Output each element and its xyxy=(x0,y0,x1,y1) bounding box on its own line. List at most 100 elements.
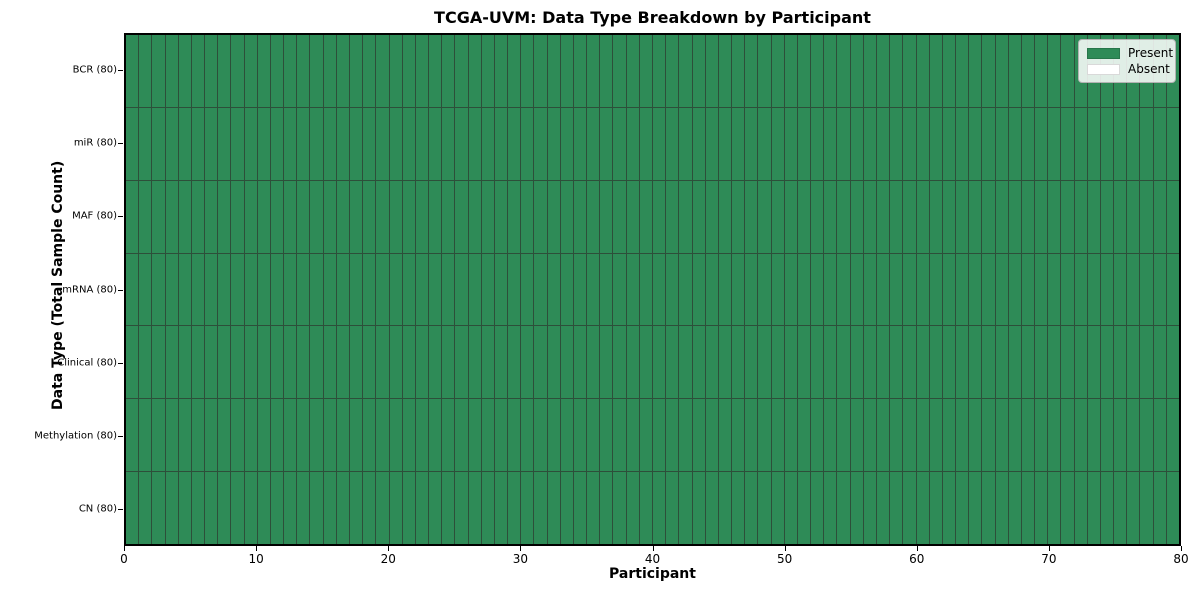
heatmap-cell xyxy=(547,107,560,180)
heatmap-cell xyxy=(982,180,995,253)
heatmap-cell xyxy=(995,253,1008,326)
heatmap-cell xyxy=(310,472,323,544)
heatmap-cell xyxy=(982,472,995,544)
heatmap-cell xyxy=(587,253,600,326)
heatmap-cell xyxy=(560,326,573,399)
heatmap-cell xyxy=(745,399,758,472)
heatmap-cell xyxy=(956,35,969,107)
heatmap-cell xyxy=(521,35,534,107)
heatmap-cell xyxy=(205,253,218,326)
heatmap-cell xyxy=(349,472,363,544)
heatmap-cell xyxy=(824,180,837,253)
heatmap-cell xyxy=(178,253,191,326)
heatmap-cell xyxy=(653,326,666,399)
heatmap-cell xyxy=(402,399,415,472)
heatmap-cell xyxy=(758,107,771,180)
heatmap-cell xyxy=(1140,180,1153,253)
heatmap-cell xyxy=(336,472,349,544)
heatmap-cell xyxy=(191,472,205,544)
heatmap-cell xyxy=(797,35,811,107)
heatmap-cell xyxy=(718,399,732,472)
heatmap-cell xyxy=(178,180,191,253)
heatmap-cell xyxy=(547,35,560,107)
heatmap-cell xyxy=(402,35,415,107)
heatmap-cell xyxy=(811,399,824,472)
x-tick-mark xyxy=(1181,546,1182,551)
heatmap-cell xyxy=(1008,253,1021,326)
heatmap-cell xyxy=(481,35,494,107)
heatmap-cell xyxy=(152,107,165,180)
heatmap-cell xyxy=(837,180,850,253)
heatmap-cell xyxy=(771,107,784,180)
heatmap-cell xyxy=(916,180,929,253)
heatmap-cell xyxy=(587,107,600,180)
heatmap-cell xyxy=(653,472,666,544)
heatmap-cell xyxy=(455,35,468,107)
heatmap-cell xyxy=(890,399,903,472)
heatmap-cell xyxy=(1100,472,1114,544)
heatmap-cell xyxy=(389,253,402,326)
heatmap-cell xyxy=(323,472,336,544)
heatmap-cell xyxy=(494,253,508,326)
heatmap-cell xyxy=(1074,326,1087,399)
heatmap-cell xyxy=(876,180,890,253)
heatmap-cell xyxy=(1166,399,1179,472)
heatmap-cell xyxy=(336,253,349,326)
heatmap-cell xyxy=(244,253,257,326)
heatmap-cell xyxy=(1100,180,1114,253)
heatmap-cell xyxy=(178,326,191,399)
heatmap-cell xyxy=(297,253,310,326)
legend-label: Present xyxy=(1128,46,1174,60)
heatmap-cell xyxy=(745,472,758,544)
heatmap-cell xyxy=(205,180,218,253)
heatmap-cell xyxy=(995,472,1008,544)
heatmap-cell xyxy=(956,180,969,253)
heatmap-cell xyxy=(1153,180,1166,253)
heatmap-cell xyxy=(942,253,956,326)
heatmap-cell xyxy=(1100,107,1114,180)
heatmap-cell xyxy=(1166,180,1179,253)
heatmap-cell xyxy=(363,107,376,180)
heatmap-cell xyxy=(547,180,560,253)
heatmap-cell xyxy=(1087,253,1100,326)
heatmap-cell xyxy=(534,399,547,472)
heatmap-cell xyxy=(455,180,468,253)
heatmap-cell xyxy=(1140,107,1153,180)
heatmap-cell xyxy=(705,472,718,544)
y-tick-label: Methylation (80) xyxy=(34,430,117,442)
heatmap-cell xyxy=(573,253,587,326)
heatmap-cell xyxy=(126,180,139,253)
heatmap-cell xyxy=(916,35,929,107)
heatmap-cell xyxy=(270,253,284,326)
heatmap-cell xyxy=(692,107,705,180)
heatmap-cell xyxy=(376,399,389,472)
heatmap-cell xyxy=(929,326,942,399)
heatmap-cell xyxy=(942,107,956,180)
heatmap-cell xyxy=(494,399,508,472)
heatmap-cell xyxy=(1114,399,1127,472)
heatmap-cell xyxy=(508,180,521,253)
x-tick-mark xyxy=(1048,546,1050,551)
heatmap-cell xyxy=(613,180,626,253)
heatmap-cell xyxy=(494,107,508,180)
heatmap-cell xyxy=(178,472,191,544)
heatmap-cell xyxy=(666,399,679,472)
heatmap-cell xyxy=(850,35,863,107)
heatmap-cell xyxy=(481,253,494,326)
heatmap-cell xyxy=(837,35,850,107)
heatmap-cell xyxy=(797,472,811,544)
heatmap-cell xyxy=(1035,472,1048,544)
heatmap-cell xyxy=(310,253,323,326)
heatmap-cell xyxy=(205,35,218,107)
heatmap-cell xyxy=(718,253,732,326)
heatmap-cell xyxy=(363,253,376,326)
heatmap-cell xyxy=(811,326,824,399)
heatmap-cell xyxy=(126,253,139,326)
heatmap-cell xyxy=(679,180,692,253)
heatmap-cell xyxy=(863,35,876,107)
heatmap-cell xyxy=(1048,35,1061,107)
heatmap-cell xyxy=(442,180,455,253)
heatmap-cell xyxy=(942,180,956,253)
heatmap-cell xyxy=(600,35,613,107)
